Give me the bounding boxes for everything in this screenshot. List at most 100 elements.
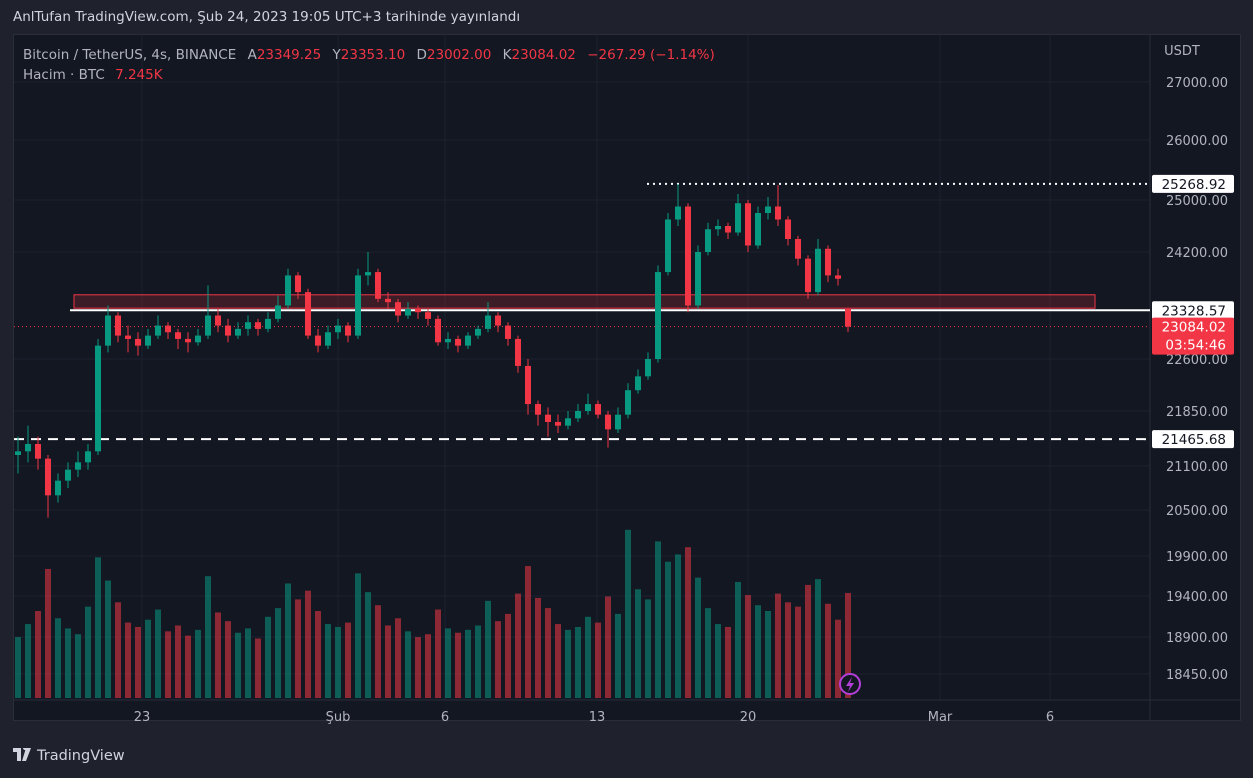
- volume-bar: [265, 616, 271, 698]
- candle-body: [385, 298, 391, 303]
- time-tick-label: Şub: [326, 710, 351, 725]
- candle-body: [235, 328, 241, 336]
- symbol-title[interactable]: Bitcoin / TetherUS, 4s, BINANCE: [23, 47, 237, 63]
- time-tick-label: 6: [1046, 710, 1054, 725]
- volume-bar: [255, 638, 261, 698]
- candle-body: [505, 325, 511, 339]
- candle-body: [535, 404, 541, 415]
- volume-bar: [665, 561, 671, 698]
- price-tick-label: 19400.00: [1166, 590, 1228, 605]
- volume-bar: [785, 602, 791, 698]
- volume-bar: [95, 557, 101, 698]
- lightning-icon[interactable]: [839, 673, 861, 695]
- price-axis-currency: USDT: [1164, 44, 1200, 59]
- candle-body: [435, 318, 441, 343]
- volume-bar: [485, 600, 491, 698]
- candle-body: [395, 302, 401, 316]
- candle-body: [165, 325, 171, 333]
- candle-body: [55, 480, 61, 496]
- volume-bar: [655, 541, 661, 698]
- volume-bar: [245, 628, 251, 698]
- published-caption: AnlTufan TradingView.com, Şub 24, 2023 1…: [13, 9, 521, 25]
- volume-bar: [845, 592, 851, 698]
- high-label: Y: [332, 47, 341, 63]
- candle-body: [835, 275, 841, 279]
- volume-bar: [745, 595, 751, 698]
- candle-body: [405, 308, 411, 316]
- candle-body: [325, 332, 331, 346]
- candle-body: [475, 328, 481, 336]
- volume-bar: [315, 611, 321, 698]
- candle-body: [105, 315, 111, 346]
- price-tick-label: 18900.00: [1166, 631, 1228, 646]
- candle-body: [315, 335, 321, 346]
- candle-body: [595, 404, 601, 415]
- tradingview-logo-icon: [13, 746, 33, 765]
- candle-body: [125, 335, 131, 339]
- volume-bar: [495, 621, 501, 698]
- volume-bar: [65, 628, 71, 698]
- volume-bar: [285, 583, 291, 698]
- candle-body: [635, 376, 641, 391]
- volume-bar: [425, 634, 431, 698]
- candle-body: [805, 258, 811, 293]
- volume-bar: [575, 626, 581, 698]
- candle-body: [735, 203, 741, 233]
- volume-bar: [395, 618, 401, 698]
- close-value: 23084.02: [511, 47, 576, 63]
- volume-bar: [335, 626, 341, 698]
- candle-body: [365, 272, 371, 276]
- close-label: K: [502, 47, 512, 63]
- resistance-price-label: 25268.92: [1162, 177, 1226, 193]
- candle-body: [695, 252, 701, 306]
- candle-body: [155, 325, 161, 336]
- volume-bar: [145, 619, 151, 698]
- time-tick-label: Mar: [928, 710, 953, 725]
- volume-bar: [355, 573, 361, 698]
- volume-bar: [615, 613, 621, 698]
- volume-bar: [85, 606, 91, 698]
- volume-bar: [515, 593, 521, 698]
- volume-bar: [295, 599, 301, 698]
- candle-body: [675, 206, 681, 220]
- candle-body: [525, 365, 531, 405]
- candle-body: [565, 418, 571, 426]
- volume-bar: [635, 589, 641, 698]
- volume-bar: [385, 625, 391, 698]
- volume-bar: [555, 624, 561, 698]
- candle-body: [555, 422, 561, 426]
- candle-body: [115, 315, 121, 336]
- volume-bar: [365, 592, 371, 698]
- candle-body: [295, 275, 301, 293]
- candle-body: [15, 451, 21, 455]
- volume-bar: [185, 635, 191, 698]
- volume-bar: [155, 609, 161, 698]
- volume-label[interactable]: Hacim · BTC: [23, 67, 105, 83]
- footer-brand[interactable]: TradingView: [13, 746, 125, 765]
- volume-bar: [435, 609, 441, 698]
- candle-body: [335, 325, 341, 333]
- volume-bar: [835, 619, 841, 698]
- volume-bar: [25, 624, 31, 698]
- volume-bar: [45, 568, 51, 698]
- volume-bar: [415, 637, 421, 698]
- support-price-label-bg: [1152, 430, 1234, 449]
- price-tick-label: 27000.00: [1166, 76, 1228, 91]
- candle-body: [25, 444, 31, 452]
- candle-body: [355, 275, 361, 336]
- candle-body: [195, 335, 201, 343]
- candle-body: [75, 462, 81, 470]
- volume-bar: [685, 547, 691, 698]
- candle-body: [225, 325, 231, 336]
- price-tick-label: 26000.00: [1166, 134, 1228, 149]
- volume-bar: [375, 605, 381, 698]
- candle-body: [845, 308, 851, 327]
- volume-bar: [275, 608, 281, 698]
- volume-bar: [55, 618, 61, 698]
- candle-body: [145, 335, 151, 346]
- candle-body: [465, 335, 471, 346]
- support-price-label: 21465.68: [1162, 432, 1226, 448]
- candle-body: [255, 322, 261, 329]
- time-tick-label: 13: [589, 710, 606, 725]
